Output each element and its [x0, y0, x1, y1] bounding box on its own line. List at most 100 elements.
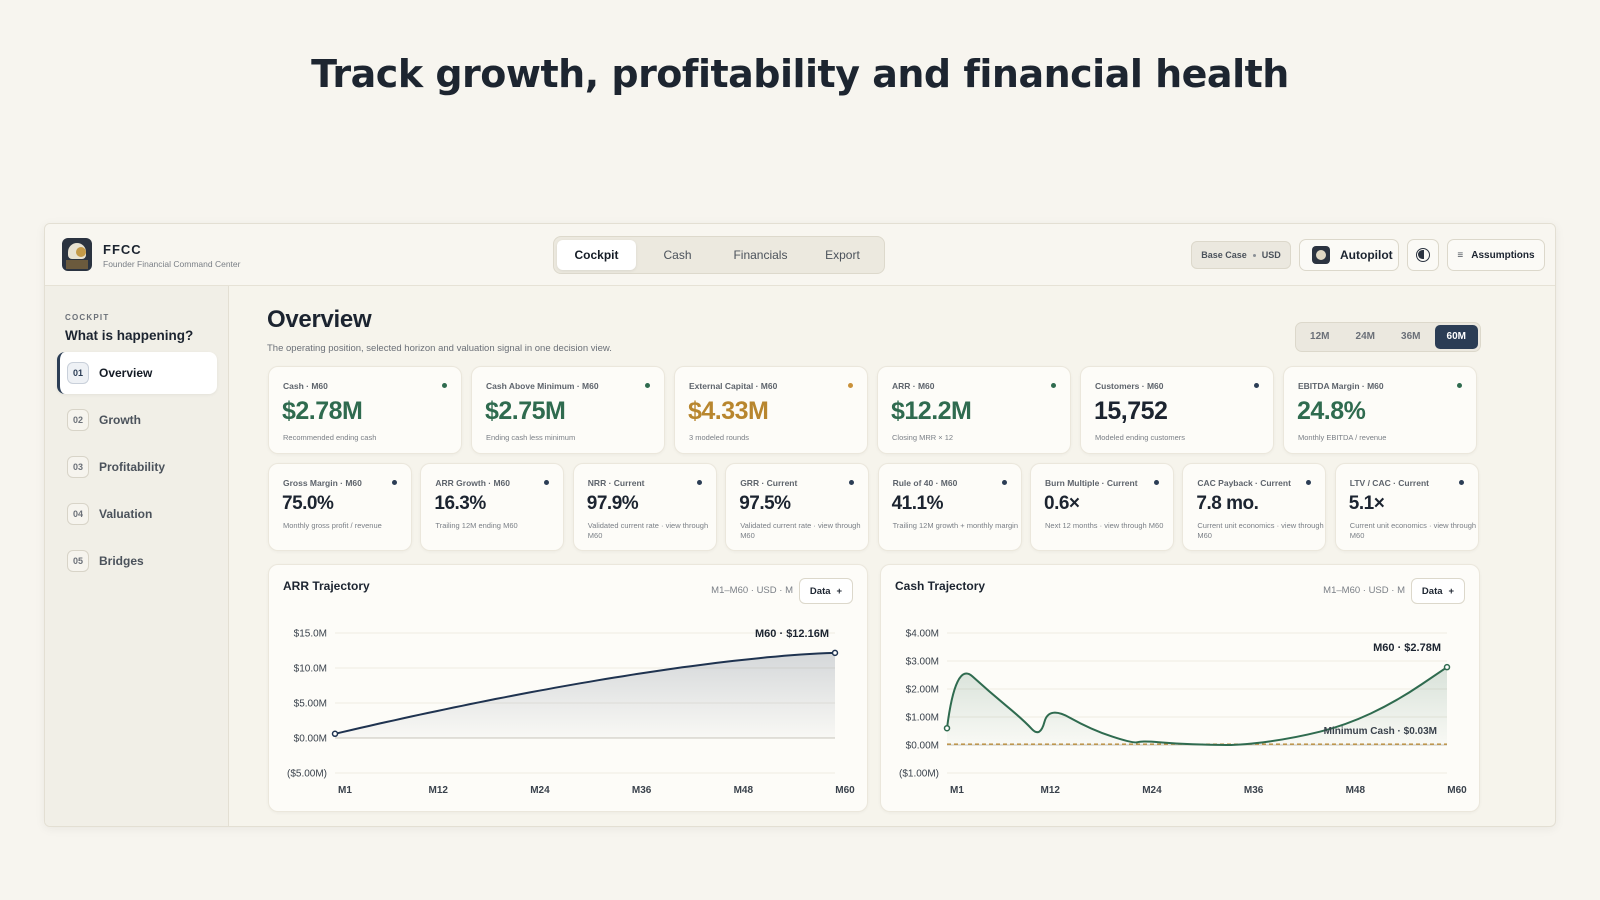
- kpi-value: $4.33M: [688, 397, 769, 425]
- cash-chart-meta: M1–M60 · USD · M: [1323, 585, 1405, 596]
- kpi-value: 24.8%: [1297, 397, 1366, 425]
- y-tick-label: $0.00M: [906, 741, 939, 752]
- cash-data-button[interactable]: Data +: [1411, 578, 1465, 604]
- kpi-card: CAC Payback · Current 7.8 mo. Current unit…: [1182, 463, 1327, 551]
- assumptions-button[interactable]: ≡ Assumptions: [1447, 239, 1545, 271]
- x-tick-label: M36: [1244, 785, 1264, 796]
- page-title: Overview: [267, 306, 372, 333]
- kpi-card: Rule of 40 · M60 41.1% Trailing 12M growth…: [877, 463, 1022, 551]
- kpi-note: Closing MRR × 12: [892, 433, 954, 442]
- horizon-60m[interactable]: 60M: [1434, 325, 1478, 349]
- arr-chart-meta: M1–M60 · USD · M: [711, 585, 793, 596]
- end-point: [831, 649, 839, 657]
- kpi-label: LTV / CAC · Current: [1349, 478, 1429, 488]
- kpi-card: LTV / CAC · Current 5.1× Current unit econ…: [1334, 463, 1479, 551]
- start-point: [943, 724, 951, 732]
- kpi-note: Current unit economics · view through M6…: [1197, 521, 1324, 540]
- horizon-12m[interactable]: 12M: [1310, 331, 1330, 342]
- horizon-selector: 12M 24M 36M 60M: [1295, 322, 1481, 352]
- series-area: [335, 652, 835, 738]
- plus-icon: +: [836, 585, 843, 597]
- theme-toggle-button[interactable]: [1407, 239, 1439, 271]
- sidebar-item-growth[interactable]: 02 Growth: [57, 399, 217, 441]
- data-button-label: Data: [809, 585, 831, 597]
- kpi-card: Customers · M60 15,752 Modeled ending cust…: [1080, 366, 1274, 454]
- horizon-24m[interactable]: 24M: [1355, 331, 1375, 342]
- cash-chart-card: Cash Trajectory M1–M60 · USD · M Data + …: [880, 564, 1480, 812]
- kpi-card: EBITDA Margin · M60 24.8% Monthly EBITDA /…: [1283, 366, 1477, 454]
- sidebar-item-label: Profitability: [99, 460, 166, 474]
- kpi-note: Trailing 12M ending M60: [435, 521, 518, 530]
- app-window: FFCC Founder Financial Command Center Co…: [44, 223, 1556, 827]
- scenario-label: Base Case: [1201, 250, 1247, 260]
- y-tick-label: $10.0M: [294, 664, 327, 675]
- y-tick-label: $3.00M: [906, 657, 939, 668]
- kpi-note: Monthly EBITDA / revenue: [1298, 433, 1387, 442]
- horizon-36m[interactable]: 36M: [1401, 331, 1421, 342]
- sidebar-item-valuation[interactable]: 04 Valuation: [57, 493, 217, 535]
- sidebar-item-profitability[interactable]: 03 Profitability: [57, 446, 217, 488]
- kpi-status-dot: [442, 383, 447, 388]
- kpi-label: GRR · Current: [740, 478, 798, 488]
- tab-financials[interactable]: Financials: [733, 248, 788, 262]
- kpi-note: Validated current rate · view through M6…: [587, 521, 709, 540]
- scenario-selector[interactable]: Base Case USD: [1191, 241, 1291, 269]
- kpi-status-dot: [1001, 480, 1007, 485]
- end-point: [1443, 663, 1451, 671]
- separator-dot: [1252, 253, 1256, 257]
- plus-icon: +: [1448, 585, 1455, 597]
- hero-title: Track growth, profitability and financia…: [311, 52, 1289, 96]
- tab-cash[interactable]: Cash: [663, 248, 692, 262]
- kpi-value: 0.6×: [1044, 493, 1080, 514]
- kpi-card: Gross Margin · M60 75.0% Monthly gross pro…: [268, 463, 412, 551]
- minimum-cash-label: Minimum Cash · $0.03M: [1324, 726, 1437, 737]
- kpi-note: Current unit economics · view through M6…: [1349, 521, 1477, 540]
- kpi-card: ARR Growth · M60 16.3% Trailing 12M ending…: [420, 463, 565, 551]
- sidebar-item-label: Overview: [99, 366, 153, 380]
- kpi-note: Validated current rate · view through M6…: [740, 521, 861, 540]
- autopilot-icon: [1312, 246, 1330, 264]
- arr-chart-title: ARR Trajectory: [283, 579, 370, 593]
- sidebar-item-label: Valuation: [99, 507, 153, 521]
- brand-name: FFCC: [103, 242, 142, 257]
- start-point: [331, 730, 339, 738]
- kpi-label: Customers · M60: [1095, 381, 1164, 391]
- kpi-status-dot: [392, 480, 397, 485]
- assumptions-label: Assumptions: [1471, 249, 1535, 261]
- kpi-note: 3 modeled rounds: [689, 433, 750, 442]
- kpi-value: $2.75M: [485, 397, 566, 425]
- kpi-card: ARR · M60 $12.2M Closing MRR × 12: [877, 366, 1071, 454]
- series-line: [946, 666, 1448, 746]
- kpi-note: Modeled ending customers: [1095, 433, 1186, 442]
- autopilot-button[interactable]: Autopilot: [1299, 239, 1399, 271]
- tab-export[interactable]: Export: [825, 248, 860, 262]
- sidebar-item-number: 05: [67, 550, 89, 572]
- main-tabs: Cockpit Cash Financials Export: [553, 236, 885, 274]
- y-tick-label: ($1.00M): [899, 769, 939, 780]
- x-tick-label: M24: [1142, 785, 1162, 796]
- x-tick-label: M1: [338, 785, 352, 796]
- cash-chart-plot: $4.00M $3.00M $2.00M $1.00M $0.00M ($1.00M) M1…: [899, 629, 1467, 797]
- x-tick-label: M36: [632, 785, 652, 796]
- arr-data-button[interactable]: Data +: [799, 578, 853, 604]
- sidebar-item-overview[interactable]: 01 Overview: [57, 352, 217, 394]
- sidebar-item-bridges[interactable]: 05 Bridges: [57, 540, 217, 582]
- tab-cockpit[interactable]: Cockpit: [557, 240, 636, 270]
- kpi-status-dot: [544, 480, 550, 485]
- x-tick-label: M12: [1040, 785, 1060, 796]
- kpi-card: NRR · Current 97.9% Validated current rate…: [572, 463, 717, 551]
- kpi-value: 75.0%: [282, 493, 334, 514]
- brand-subtitle: Founder Financial Command Center: [103, 259, 241, 269]
- x-tick-label: M12: [428, 785, 448, 796]
- x-tick-label: M48: [734, 785, 754, 796]
- kpi-label: ARR Growth · M60: [435, 478, 511, 488]
- kpi-value: 97.5%: [739, 493, 791, 514]
- kpi-label: ARR · M60: [892, 381, 935, 391]
- y-tick-label: $1.00M: [906, 713, 939, 724]
- kpi-label: Burn Multiple · Current: [1045, 478, 1138, 488]
- kpi-value: 7.8 mo.: [1196, 493, 1259, 514]
- kpi-label: Gross Margin · M60: [283, 478, 362, 488]
- sidebar-item-number: 04: [67, 503, 89, 525]
- kpi-note: Trailing 12M growth + monthly margin: [892, 521, 1018, 530]
- kpi-status-dot: [1306, 480, 1312, 485]
